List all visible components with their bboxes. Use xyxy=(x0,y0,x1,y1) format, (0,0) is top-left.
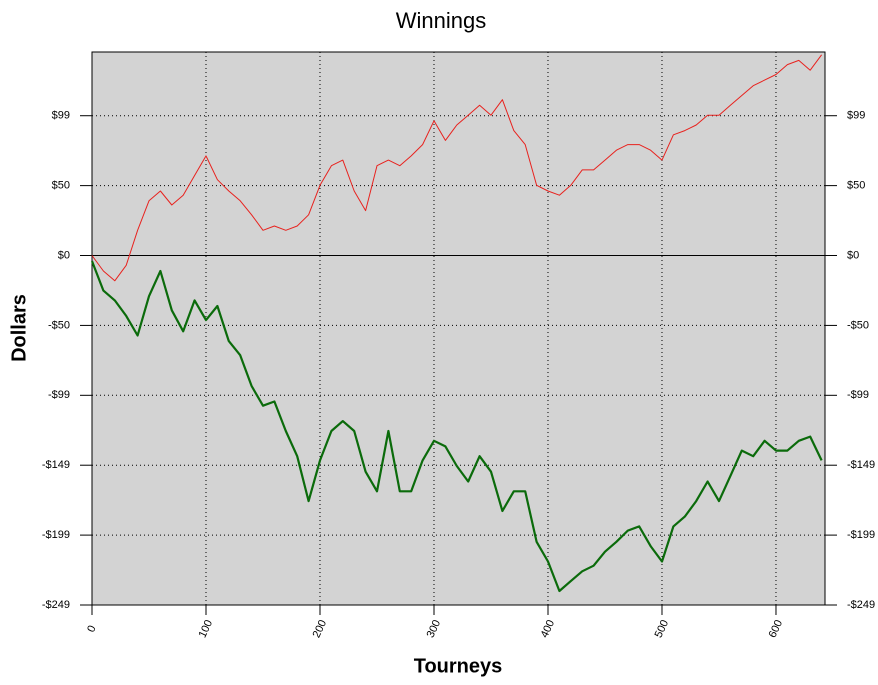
series-line xyxy=(91,54,823,282)
y-tick-label: -$99 xyxy=(48,389,70,401)
x-axis-title: Tourneys xyxy=(414,655,503,677)
plot-area xyxy=(91,51,826,606)
y-tick-label-right: $99 xyxy=(847,110,865,122)
y-tick-label: -$149 xyxy=(42,459,70,471)
y-tick-label-right: -$99 xyxy=(847,389,869,401)
x-tick-label: 400 xyxy=(539,618,558,640)
y-tick-label: $50 xyxy=(52,180,70,192)
y-tick-label-right: -$199 xyxy=(847,529,875,541)
y-tick-label-right: -$50 xyxy=(847,319,869,331)
x-tick-label: 0 xyxy=(85,624,98,635)
y-tick-label-right: -$149 xyxy=(847,459,875,471)
x-tick-label: 500 xyxy=(653,618,672,640)
y-tick-label-right: $0 xyxy=(847,249,859,261)
y-tick-label: -$249 xyxy=(42,599,70,611)
y-tick-label-right: $50 xyxy=(847,180,865,192)
x-tick-label: 300 xyxy=(425,618,444,640)
y-tick-label: -$199 xyxy=(42,529,70,541)
y-tick-label-right: -$249 xyxy=(847,599,875,611)
y-tick-label: -$50 xyxy=(48,319,70,331)
x-tick-label: 200 xyxy=(311,618,330,640)
chart-title: Winnings xyxy=(396,8,486,33)
x-tick-label: 100 xyxy=(197,618,216,640)
y-tick-label: $0 xyxy=(58,249,70,261)
y-axis-title: Dollars xyxy=(8,294,30,362)
y-tick-label: $99 xyxy=(52,110,70,122)
series-line xyxy=(90,260,823,593)
x-tick-label: 600 xyxy=(767,618,786,640)
